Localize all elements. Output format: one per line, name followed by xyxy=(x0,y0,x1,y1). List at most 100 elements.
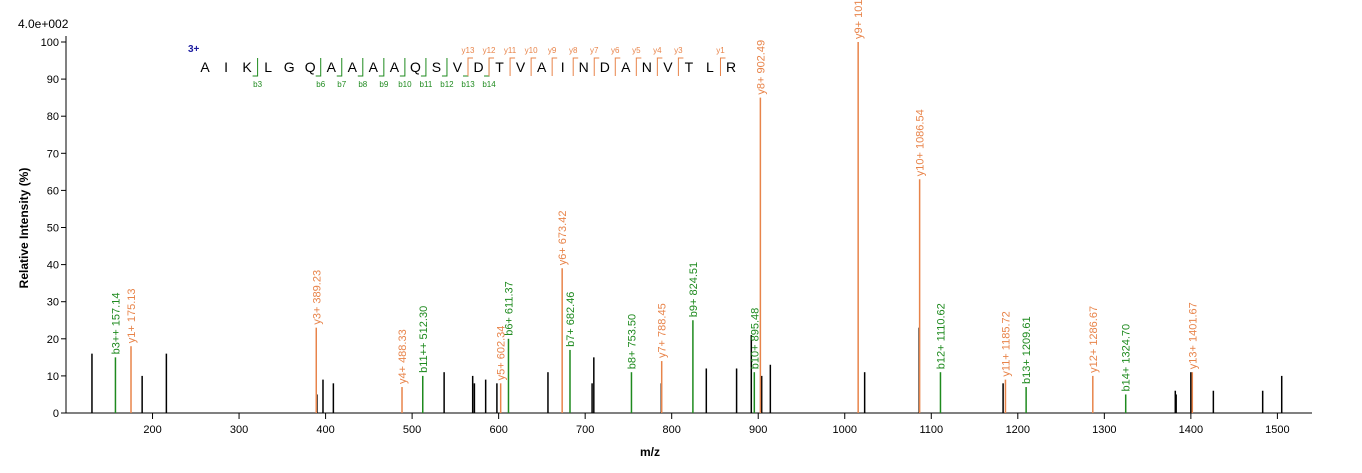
peak-label: y11+ 1185.72 xyxy=(1000,311,1012,376)
y-bracket xyxy=(467,57,473,76)
peak-label: y7+ 788.45 xyxy=(657,303,669,358)
residue: V xyxy=(516,59,526,75)
x-axis-title: m/z xyxy=(640,445,660,459)
peak-label: y10+ 1086.54 xyxy=(915,109,927,176)
b-ion-label: b7 xyxy=(337,80,346,89)
x-tick-label: 900 xyxy=(749,424,767,436)
b-ion-label: b9 xyxy=(379,80,388,89)
y-bracket xyxy=(677,57,684,76)
peak-label: b13+ 1209.61 xyxy=(1021,316,1033,384)
residue: G xyxy=(284,59,295,75)
b-ion-label: b8 xyxy=(358,80,367,89)
x-tick-label: 200 xyxy=(143,424,161,436)
peak-label: b9+ 824.51 xyxy=(688,262,700,317)
peak-label: b12+ 1110.62 xyxy=(935,303,947,369)
b-ion-label: b14 xyxy=(482,80,496,89)
b-bracket xyxy=(336,58,343,77)
y-tick-label: 60 xyxy=(47,185,59,197)
x-tick-label: 1100 xyxy=(919,424,943,436)
y-bracket xyxy=(572,57,579,76)
peak-label: y3+ 389.23 xyxy=(311,270,323,325)
y-tick-label: 100 xyxy=(41,37,59,49)
x-tick-label: 500 xyxy=(403,424,421,436)
y-ion-label: y6 xyxy=(611,46,620,55)
y-ion-label: y8 xyxy=(569,46,578,55)
peak-label: y1+ 175.13 xyxy=(126,288,138,343)
b-bracket xyxy=(357,58,364,77)
residue: A xyxy=(537,59,547,75)
peak-label: y4+ 488.33 xyxy=(397,329,409,384)
y-ion-label: y7 xyxy=(590,46,599,55)
residue: A xyxy=(348,59,358,75)
y-bracket xyxy=(656,57,663,76)
y-ion-label: y1 xyxy=(716,46,725,55)
residue: T xyxy=(685,59,694,75)
peak-label: b6+ 611.37 xyxy=(503,281,515,336)
b-bracket xyxy=(399,58,406,77)
b-ion-label: b13 xyxy=(461,80,475,89)
x-tick-label: 700 xyxy=(576,424,594,436)
b-ion-label: b3 xyxy=(253,80,262,89)
y-ion-label: y10 xyxy=(525,46,538,55)
scale-label: 4.0e+002 xyxy=(18,17,69,31)
peak-label: y9+ 1015.5 xyxy=(853,0,865,39)
y-ion-label: y13 xyxy=(462,46,475,55)
residue: V xyxy=(453,59,463,75)
residue: A xyxy=(327,59,337,75)
residue: T xyxy=(495,59,504,75)
y-ion-label: y5 xyxy=(632,46,641,55)
residue: L xyxy=(264,59,272,75)
y-bracket xyxy=(719,57,726,76)
peak-label: y12+ 1286.67 xyxy=(1088,306,1100,373)
residue: Q xyxy=(410,59,421,75)
y-tick-label: 80 xyxy=(47,111,59,123)
residue: N xyxy=(642,59,652,75)
y-tick-label: 50 xyxy=(47,223,59,235)
residue: S xyxy=(432,59,441,75)
b-ion-label: b12 xyxy=(440,80,454,89)
b-bracket xyxy=(441,58,448,77)
residue: A xyxy=(200,59,210,75)
y-bracket xyxy=(551,57,558,76)
x-tick-label: 300 xyxy=(230,424,248,436)
b-bracket xyxy=(463,58,469,77)
x-tick-label: 600 xyxy=(489,424,507,436)
b-ion-label: b11 xyxy=(420,80,433,89)
x-tick-label: 1300 xyxy=(1092,424,1116,436)
b-bracket xyxy=(315,58,322,77)
peak-label: b3++ 157.14 xyxy=(110,293,122,355)
b-bracket xyxy=(378,58,385,77)
residue: L xyxy=(706,59,714,75)
residue: N xyxy=(579,59,589,75)
residue: I xyxy=(561,59,565,75)
peak-label: b14+ 1324.70 xyxy=(1121,324,1133,392)
y-bracket xyxy=(635,57,642,76)
residue: A xyxy=(390,59,400,75)
x-tick-label: 1200 xyxy=(1006,424,1030,436)
y-tick-label: 90 xyxy=(47,74,59,86)
y-ion-label: y4 xyxy=(653,46,662,55)
y-ion-label: y11 xyxy=(504,46,517,55)
x-tick-label: 400 xyxy=(316,424,334,436)
b-ion-label: b10 xyxy=(398,80,412,89)
b-bracket xyxy=(484,58,490,77)
residue: D xyxy=(600,59,610,75)
y-tick-label: 30 xyxy=(47,297,59,309)
y-bracket xyxy=(614,57,621,76)
y-ion-label: y9 xyxy=(548,46,557,55)
peak-label: y8+ 902.49 xyxy=(755,40,767,95)
b-bracket xyxy=(252,58,259,77)
x-tick-label: 1500 xyxy=(1265,424,1289,436)
y-tick-label: 20 xyxy=(47,334,59,346)
y-bracket xyxy=(509,57,516,76)
peak-label: b10+ 895.48 xyxy=(749,308,761,369)
y-bracket xyxy=(593,57,600,76)
y-bracket xyxy=(488,57,495,76)
peak-label: b7+ 682.46 xyxy=(565,292,577,347)
peak-label: y5+ 602.34 xyxy=(496,326,508,381)
peak-label: b11++ 512.30 xyxy=(418,306,430,373)
x-tick-label: 1400 xyxy=(1179,424,1203,436)
residue: I xyxy=(224,59,228,75)
x-tick-label: 1000 xyxy=(833,424,857,436)
